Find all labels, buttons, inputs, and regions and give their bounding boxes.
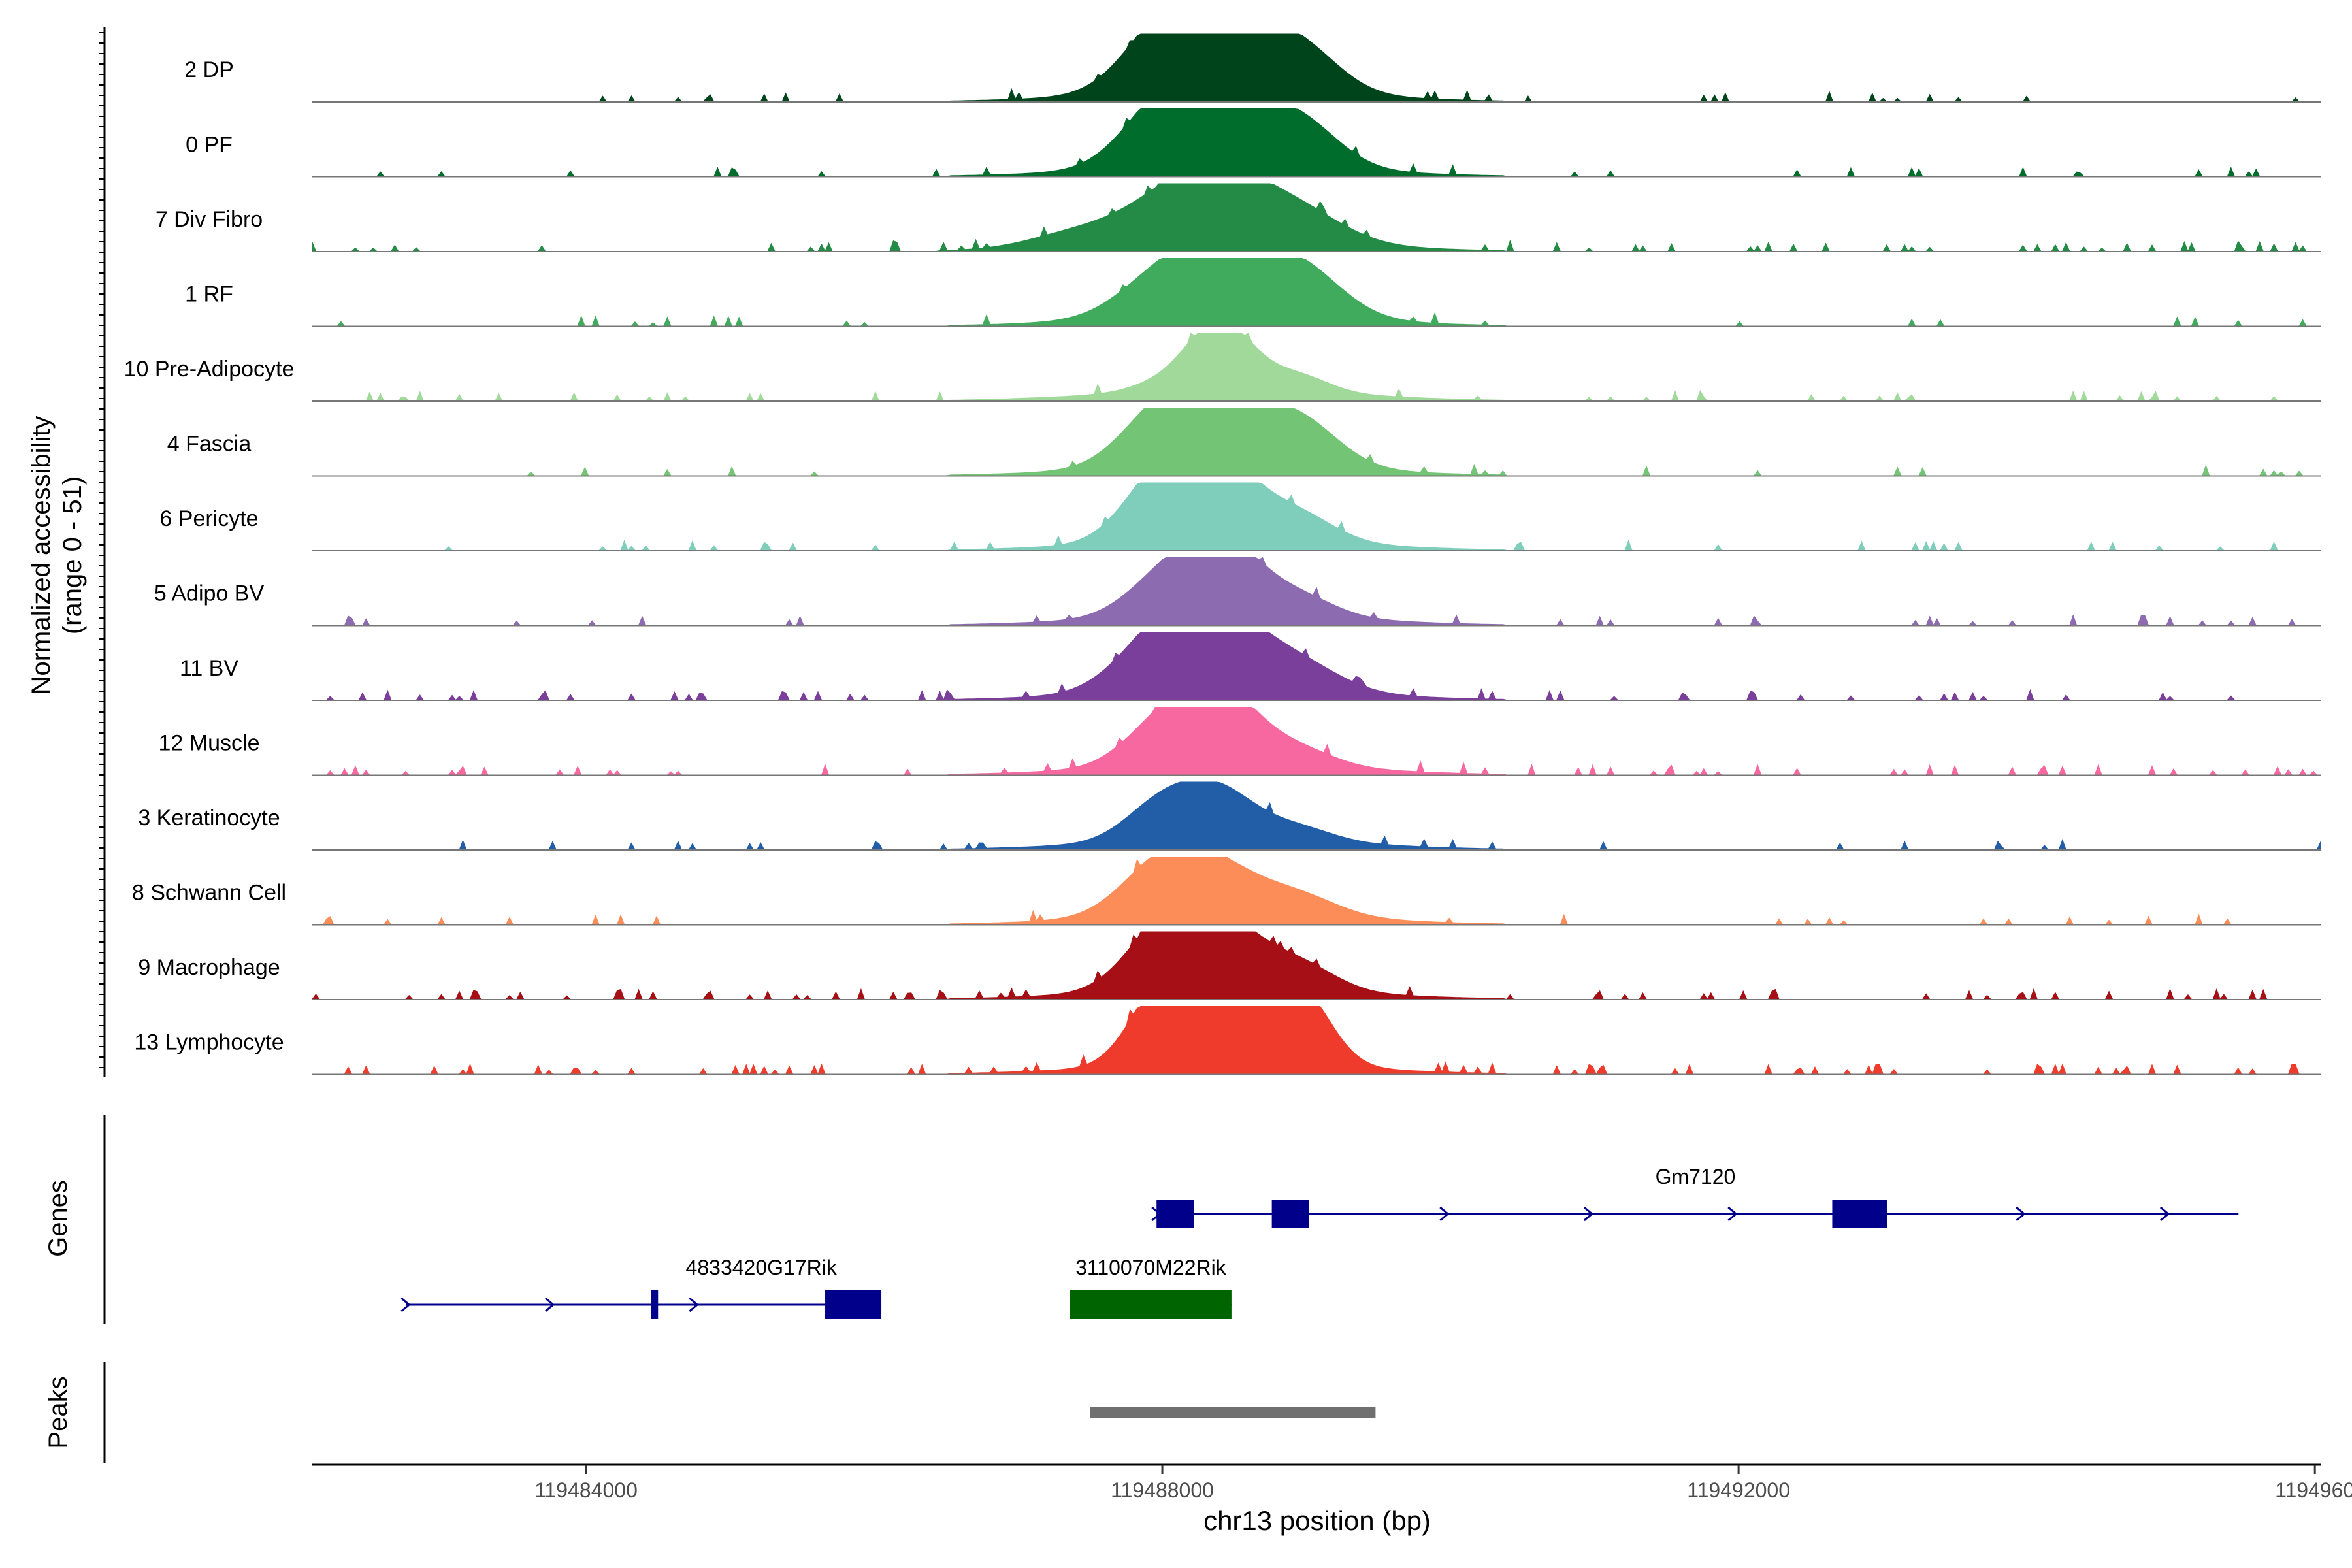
strand-arrow	[1583, 1206, 1594, 1222]
coverage-track: 5 Adipo BV	[154, 557, 2321, 627]
track-label: 2 DP	[184, 57, 234, 82]
exon-block	[651, 1290, 659, 1319]
track-label: 10 Pre-Adipocyte	[124, 357, 295, 382]
gene-name-label: 4833420G17Rik	[686, 1256, 838, 1279]
x-tick-label: 1194960	[2275, 1478, 2352, 1502]
track-label: 5 Adipo BV	[154, 581, 265, 606]
strand-arrow	[1727, 1206, 1738, 1222]
coverage-axis-ticks	[99, 32, 105, 1068]
coverage-area	[312, 557, 2321, 627]
peaks-track	[1090, 1407, 1376, 1418]
genes-track: Gm7120 4833420G17Rik 3110070M22Rik	[400, 1165, 2239, 1319]
track-label: 4 Fascia	[167, 432, 252, 457]
track-label: 12 Muscle	[159, 731, 260, 756]
y-axis-title: Normalized accessibility	[27, 416, 56, 695]
gene-model: 4833420G17Rik	[400, 1256, 882, 1319]
coverage-area	[312, 333, 2321, 402]
coverage-area	[312, 1006, 2321, 1075]
coverage-track: 6 Pericyte	[159, 482, 2321, 551]
coverage-track: 7 Div Fibro	[155, 183, 2321, 252]
coverage-track: 8 Schwann Cell	[132, 857, 2321, 926]
coverage-tracks: 2 DP 0 PF 7 Div Fibro 1 RF 10 Pre-Adipocyte 4…	[124, 33, 2321, 1075]
coverage-area	[312, 183, 2321, 252]
coverage-area	[312, 33, 2321, 103]
strand-arrow	[400, 1297, 411, 1313]
strand-arrow	[1439, 1206, 1450, 1222]
coverage-track: 4 Fascia	[167, 408, 2321, 477]
track-label: 0 PF	[186, 133, 233, 157]
exon-block	[1156, 1200, 1194, 1228]
gene-name-label: 3110070M22Rik	[1075, 1256, 1227, 1279]
strand-arrow	[2016, 1206, 2026, 1222]
exon-block	[1271, 1200, 1309, 1228]
coverage-area	[312, 707, 2321, 776]
track-label: 3 Keratinocyte	[138, 806, 280, 830]
coverage-area	[312, 108, 2321, 178]
coverage-area	[312, 408, 2321, 476]
track-label: 11 BV	[180, 656, 238, 681]
track-label: 7 Div Fibro	[155, 207, 263, 232]
coverage-area	[312, 857, 2321, 925]
coverage-area	[312, 781, 2321, 851]
coverage-track: 9 Macrophage	[138, 931, 2321, 1000]
coverage-track: 10 Pre-Adipocyte	[124, 333, 2321, 402]
coverage-area	[312, 482, 2321, 551]
x-tick-label: 119492000	[1687, 1478, 1790, 1502]
track-label: 9 Macrophage	[138, 955, 280, 980]
coverage-area	[312, 258, 2321, 327]
track-label: 6 Pericyte	[159, 506, 258, 531]
coverage-track: 2 DP	[184, 33, 2321, 103]
strand-arrow	[544, 1297, 555, 1313]
gene-model: Gm7120	[1151, 1165, 2239, 1228]
gene-model: 3110070M22Rik	[1070, 1256, 1232, 1319]
peak-region	[1090, 1407, 1376, 1418]
x-axis-ticks: 119484000 119488000 119492000 1194960	[534, 1465, 2352, 1502]
track-label: 1 RF	[185, 282, 233, 307]
track-label: 8 Schwann Cell	[132, 881, 286, 906]
x-tick-label: 119484000	[534, 1478, 638, 1502]
exon-block	[825, 1290, 882, 1319]
coverage-track: 11 BV	[180, 632, 2321, 701]
coverage-track: 1 RF	[185, 258, 2321, 327]
y-axis-range-label: (range 0 - 51)	[58, 476, 87, 634]
strand-arrow	[2159, 1206, 2170, 1222]
coverage-area	[312, 632, 2321, 701]
peaks-track-title: Peaks	[44, 1376, 73, 1448]
x-tick-label: 119488000	[1111, 1478, 1214, 1502]
coverage-track: 0 PF	[186, 108, 2321, 178]
coverage-track: 12 Muscle	[159, 707, 2321, 776]
track-label: 13 Lymphocyte	[134, 1030, 284, 1055]
coverage-track: 3 Keratinocyte	[138, 781, 2321, 851]
genes-track-title: Genes	[44, 1180, 73, 1257]
gene-name-label: Gm7120	[1656, 1165, 1736, 1188]
coverage-area	[312, 931, 2321, 1000]
exon-block	[1070, 1290, 1232, 1319]
strand-arrow	[689, 1297, 699, 1313]
x-axis-title: chr13 position (bp)	[1203, 1505, 1431, 1536]
coverage-track: 13 Lymphocyte	[134, 1006, 2321, 1075]
exon-block	[1832, 1200, 1887, 1228]
